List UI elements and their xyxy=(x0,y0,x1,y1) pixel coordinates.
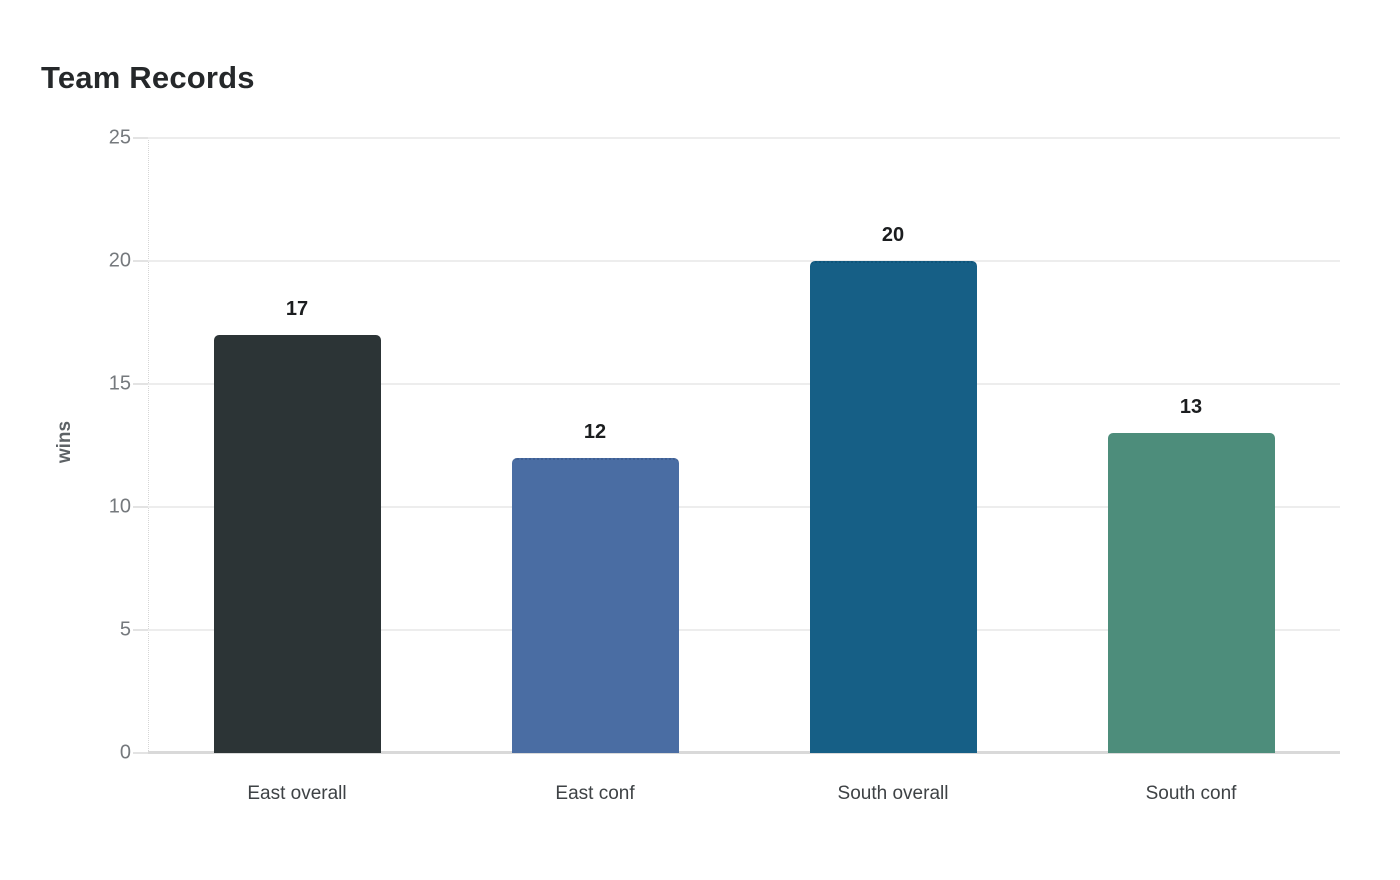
y-tick-label: 20 xyxy=(108,249,131,272)
y-tick-mark xyxy=(133,752,148,754)
bar-east-overall xyxy=(213,334,381,753)
x-axis-baseline xyxy=(148,751,1340,754)
y-tick-mark xyxy=(133,383,148,385)
y-tick-mark xyxy=(133,137,148,139)
bar-value-label: 17 xyxy=(285,297,309,320)
x-axis-category-label: East overall xyxy=(247,783,347,804)
gridline xyxy=(148,383,1340,385)
gridline xyxy=(148,137,1340,139)
bar-value-label: 12 xyxy=(583,420,607,443)
bar-value-label: 20 xyxy=(881,224,905,246)
y-tick-label: 5 xyxy=(119,618,131,641)
bar-east-conf xyxy=(511,457,679,753)
y-tick-label: 0 xyxy=(119,741,131,764)
chart-title: Team Records xyxy=(41,60,255,95)
bar-south-conf xyxy=(1107,433,1275,753)
x-axis-category-label: South overall xyxy=(837,783,949,804)
gridline xyxy=(148,506,1340,508)
y-tick-label: 25 xyxy=(108,126,131,149)
y-tick-label: 15 xyxy=(108,372,131,395)
gridline xyxy=(148,260,1340,262)
x-axis-category-label: East conf xyxy=(555,783,635,804)
bar-south-overall xyxy=(809,261,977,753)
plot-area: 0 5 10 15 20 25 17 East overall 12 East conf 20 Sou… xyxy=(109,127,1340,804)
bar-value-label: 13 xyxy=(1179,396,1203,419)
y-tick-mark xyxy=(133,629,148,631)
y-axis-line xyxy=(148,138,149,753)
y-tick-mark xyxy=(133,260,148,262)
x-axis-category-label: South conf xyxy=(1145,783,1237,804)
y-axis-title: wins xyxy=(54,420,75,464)
gridline xyxy=(148,629,1340,631)
y-tick-mark xyxy=(133,506,148,508)
y-tick-label: 10 xyxy=(108,495,131,518)
